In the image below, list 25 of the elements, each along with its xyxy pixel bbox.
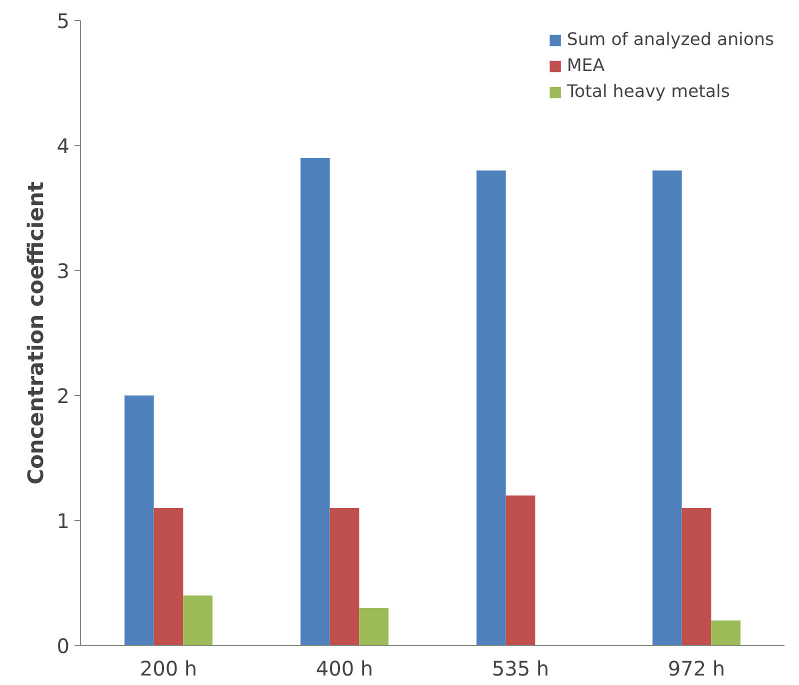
bar xyxy=(124,396,154,646)
bar xyxy=(300,158,330,646)
y-tick-label: 1 xyxy=(56,509,70,533)
y-tick-label: 2 xyxy=(56,384,70,408)
bar xyxy=(682,508,712,646)
y-axis-title: Concentration coefficient xyxy=(24,182,49,484)
bar xyxy=(154,508,184,646)
y-tick-label: 4 xyxy=(56,134,70,158)
y-tick-label: 5 xyxy=(56,9,70,33)
legend-label: Sum of analyzed anions xyxy=(566,30,774,50)
bar xyxy=(506,496,536,646)
bar xyxy=(476,170,506,646)
x-tick-label: 535 h xyxy=(492,656,550,680)
y-tick-label: 3 xyxy=(56,259,70,283)
bar xyxy=(711,620,740,646)
legend-label: Total heavy metals xyxy=(566,82,730,102)
legend-label: MEA xyxy=(566,56,605,76)
bar xyxy=(359,608,388,646)
bar xyxy=(183,596,212,646)
y-tick-label: 0 xyxy=(56,634,70,658)
x-tick-label: 400 h xyxy=(316,656,374,680)
x-tick-label: 972 h xyxy=(668,656,726,680)
bar xyxy=(652,170,682,646)
bar xyxy=(330,508,360,646)
x-tick-label: 200 h xyxy=(140,656,198,680)
